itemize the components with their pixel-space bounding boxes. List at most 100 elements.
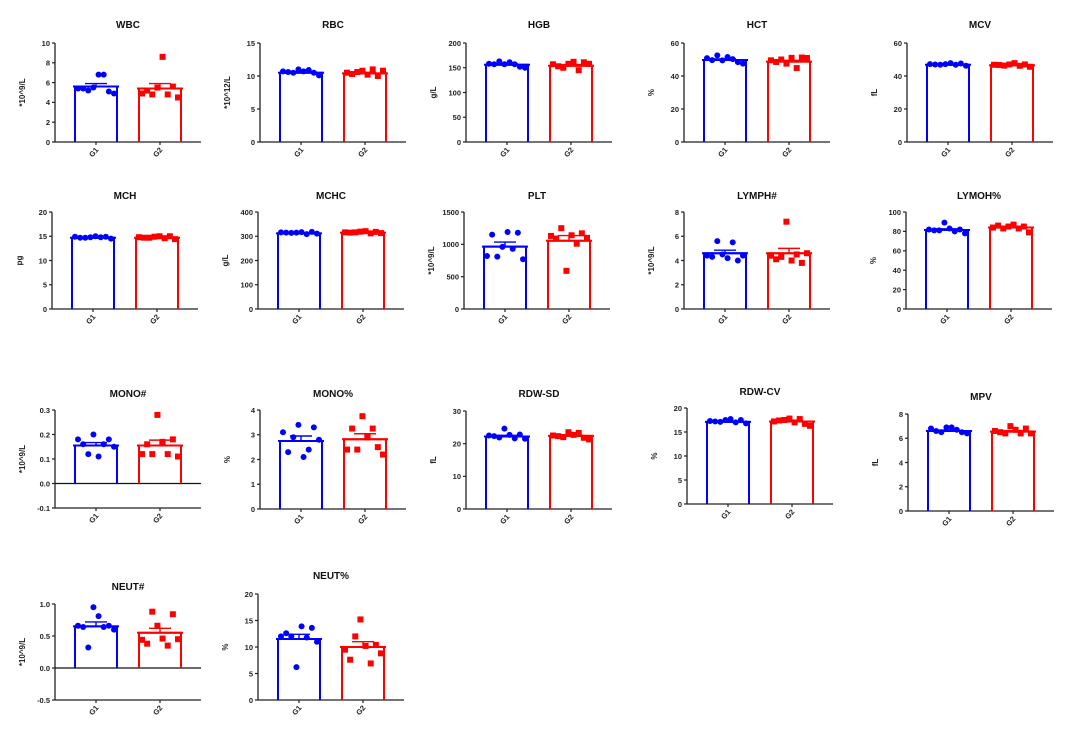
y-tick-label: 20 xyxy=(245,590,253,599)
data-point xyxy=(77,234,84,241)
y-tick-label: 10 xyxy=(674,452,682,461)
data-point xyxy=(100,71,107,78)
data-point xyxy=(369,66,376,73)
data-point xyxy=(372,228,379,235)
data-point xyxy=(1015,225,1022,232)
data-point xyxy=(347,656,354,663)
data-point xyxy=(496,58,503,65)
y-axis-label: *10^9/L xyxy=(18,445,27,473)
y-axis-label: g/L xyxy=(221,254,230,266)
chart-title: MCH xyxy=(114,191,137,202)
y-tick-label: 150 xyxy=(448,64,461,73)
data-point xyxy=(776,417,783,424)
bar-g1 xyxy=(279,71,323,142)
data-point xyxy=(771,418,777,425)
bar-g2 xyxy=(135,236,179,309)
data-point xyxy=(783,60,790,67)
data-point xyxy=(1016,62,1023,69)
chart-title: NEUT# xyxy=(112,582,145,593)
y-tick-label: 1500 xyxy=(442,208,459,217)
data-point xyxy=(724,54,731,61)
data-point xyxy=(778,56,785,63)
data-point xyxy=(85,644,92,651)
data-point xyxy=(931,227,938,234)
y-tick-label: 8 xyxy=(675,208,679,217)
chart-title: MPV xyxy=(970,392,992,403)
data-point xyxy=(344,69,350,76)
y-axis-label: fL xyxy=(429,456,438,464)
bar-g1 xyxy=(925,228,969,309)
data-point xyxy=(570,431,577,438)
data-point xyxy=(164,91,171,98)
data-point xyxy=(352,229,359,236)
data-point xyxy=(144,441,151,448)
data-point xyxy=(928,425,934,432)
data-point xyxy=(97,234,104,241)
data-point xyxy=(773,58,780,65)
data-point xyxy=(169,83,176,90)
y-tick-label: 3 xyxy=(251,431,255,440)
chart-panel-mono-: MONO%% 0 1 2 3 4 G1 G2 xyxy=(223,389,406,526)
data-point xyxy=(773,256,780,263)
x-tick-label: G1 xyxy=(716,146,729,159)
data-point xyxy=(146,234,153,241)
y-tick-label: 6 xyxy=(46,78,50,87)
data-point xyxy=(298,229,305,236)
chart-panel-plt: PLT *10^9/L 0 500 1000 1500 G1 G2 xyxy=(427,191,610,326)
x-tick-label: G2 xyxy=(1004,515,1017,528)
data-point xyxy=(75,436,81,443)
y-axis-label: *10^9/L xyxy=(18,78,27,106)
data-point xyxy=(314,230,320,237)
data-point xyxy=(280,68,286,75)
x-tick-label: G1 xyxy=(498,513,511,526)
data-point xyxy=(778,253,785,260)
data-point xyxy=(501,425,508,432)
data-point xyxy=(1002,430,1009,437)
data-point xyxy=(359,413,366,420)
data-point xyxy=(164,451,171,458)
data-point xyxy=(342,646,348,653)
bar-g2 xyxy=(770,420,814,504)
data-point xyxy=(714,52,721,59)
y-tick-label: 0 xyxy=(457,138,461,147)
x-tick-label: G2 xyxy=(356,513,369,526)
data-point xyxy=(1006,61,1013,68)
y-axis-label: % xyxy=(650,452,659,459)
x-tick-label: G1 xyxy=(938,313,951,326)
data-point xyxy=(362,228,369,235)
data-point xyxy=(85,87,92,94)
y-tick-label: 30 xyxy=(453,407,461,416)
x-tick-label: G2 xyxy=(151,704,164,717)
data-point xyxy=(963,62,969,69)
y-tick-label: 20 xyxy=(894,105,902,114)
data-point xyxy=(354,69,361,76)
data-point xyxy=(958,429,965,436)
chart-panel-neut-: NEUT# *10^9/L -0.5 0.0 0.5 1.0 G1 G2 xyxy=(18,582,201,717)
data-point xyxy=(80,624,87,631)
y-tick-label: 5 xyxy=(678,476,682,485)
data-point xyxy=(709,57,716,64)
data-point xyxy=(372,641,379,648)
data-point xyxy=(169,611,176,618)
data-point xyxy=(105,436,112,443)
y-tick-label: 60 xyxy=(671,39,679,48)
x-tick-label: G1 xyxy=(719,508,732,521)
data-point xyxy=(734,257,741,264)
y-tick-label: 15 xyxy=(674,428,682,437)
chart-panel-rbc: RBC *10^12/L 0 5 10 15 G1 G2 xyxy=(223,20,406,159)
data-point xyxy=(798,54,805,61)
data-point xyxy=(793,251,800,258)
data-point xyxy=(149,608,156,615)
data-point xyxy=(956,226,963,233)
y-tick-label: 8 xyxy=(899,410,903,419)
data-point xyxy=(278,633,284,640)
data-point xyxy=(305,67,312,74)
bar-g1 xyxy=(277,232,321,309)
y-axis-label: % xyxy=(869,257,878,264)
data-point xyxy=(586,436,592,443)
data-point xyxy=(369,425,376,432)
y-tick-label: 10 xyxy=(42,39,50,48)
x-tick-label: G1 xyxy=(292,513,305,526)
y-tick-label: 0 xyxy=(251,138,255,147)
data-point xyxy=(175,636,181,643)
